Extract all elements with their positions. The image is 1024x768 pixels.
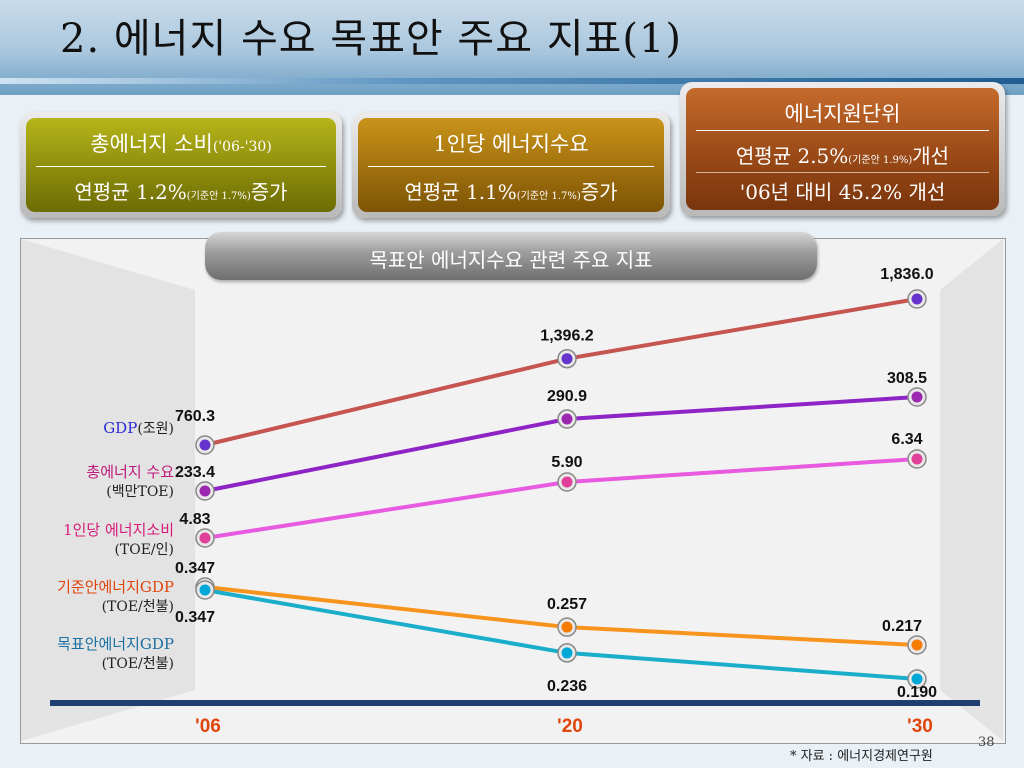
data-label: 5.90 <box>551 454 582 471</box>
intensity-heading: 에너지원단위 <box>784 102 901 126</box>
x-tick-label: '30 <box>907 716 933 737</box>
intensity-box: 에너지원단위 연평균 2.5%(기준안 1.9%)개선 '06년 대비 45.2… <box>680 82 1005 216</box>
x-tick-label: '06 <box>195 716 221 737</box>
data-label: 760.3 <box>175 408 215 425</box>
data-label: 0.190 <box>897 684 937 701</box>
data-point <box>199 584 211 596</box>
data-label: 0.347 <box>175 560 215 577</box>
data-label: 0.257 <box>547 596 587 613</box>
legend-base-intensity: 기준안에너지GDP (TOE/천불) <box>57 578 174 615</box>
data-point <box>911 391 923 403</box>
data-point <box>199 439 211 451</box>
data-point <box>199 485 211 497</box>
page-title: 2. 에너지 수요 목표안 주요 지표(1) <box>60 16 682 62</box>
legend-total-energy: 총에너지 수요 (백만TOE) <box>86 463 174 500</box>
data-label: 290.9 <box>547 388 587 405</box>
data-point <box>199 532 211 544</box>
data-label: 6.34 <box>891 431 922 448</box>
legend-gdp: GDP(조원) <box>103 419 174 437</box>
data-point <box>911 673 923 685</box>
data-point <box>561 413 573 425</box>
chart-title: 목표안 에너지수요 관련 주요 지표 <box>369 248 653 272</box>
legend-target-intensity: 목표안에너지GDP (TOE/천불) <box>57 635 174 672</box>
data-label: 1,396.2 <box>540 328 593 345</box>
data-label: 0.347 <box>175 609 215 626</box>
total-energy-heading: 총에너지 소비('06-'30) <box>90 132 272 156</box>
data-label: 0.236 <box>547 678 587 695</box>
data-label: 1,836.0 <box>880 266 933 283</box>
data-point <box>561 353 573 365</box>
data-point <box>911 453 923 465</box>
data-point <box>561 621 573 633</box>
x-tick-label: '20 <box>557 716 583 737</box>
chart-banner: 목표안 에너지수요 관련 주요 지표 <box>205 232 817 280</box>
data-label: 233.4 <box>175 464 215 481</box>
data-point <box>911 639 923 651</box>
total-energy-box: 총에너지 소비('06-'30) 연평균 1.2%(기준안 1.7%)증가 <box>20 112 342 218</box>
page-number: 38 <box>978 735 995 750</box>
total-energy-value: 연평균 1.2%(기준안 1.7%)증가 <box>74 180 288 204</box>
data-label: 0.217 <box>882 618 922 635</box>
per-capita-box: 1인당 에너지수요 연평균 1.1%(기준안 1.7%)증가 <box>352 112 670 218</box>
header-band <box>0 0 1024 95</box>
data-point <box>561 647 573 659</box>
intensity-value2: '06년 대비 45.2% 개선 <box>739 180 946 204</box>
source-note: * 자료 : 에너지경제연구원 <box>790 749 933 764</box>
data-label: 308.5 <box>887 370 927 387</box>
per-capita-heading: 1인당 에너지수요 <box>433 132 589 156</box>
intensity-value: 연평균 2.5%(기준안 1.9%)개선 <box>735 144 950 168</box>
data-point <box>911 293 923 305</box>
data-label: 4.83 <box>179 511 210 528</box>
per-capita-value: 연평균 1.1%(기준안 1.7%)증가 <box>404 180 618 204</box>
data-point <box>561 476 573 488</box>
x-axis-bar <box>50 700 980 706</box>
legend-per-capita: 1인당 에너지소비 (TOE/인) <box>63 521 174 558</box>
